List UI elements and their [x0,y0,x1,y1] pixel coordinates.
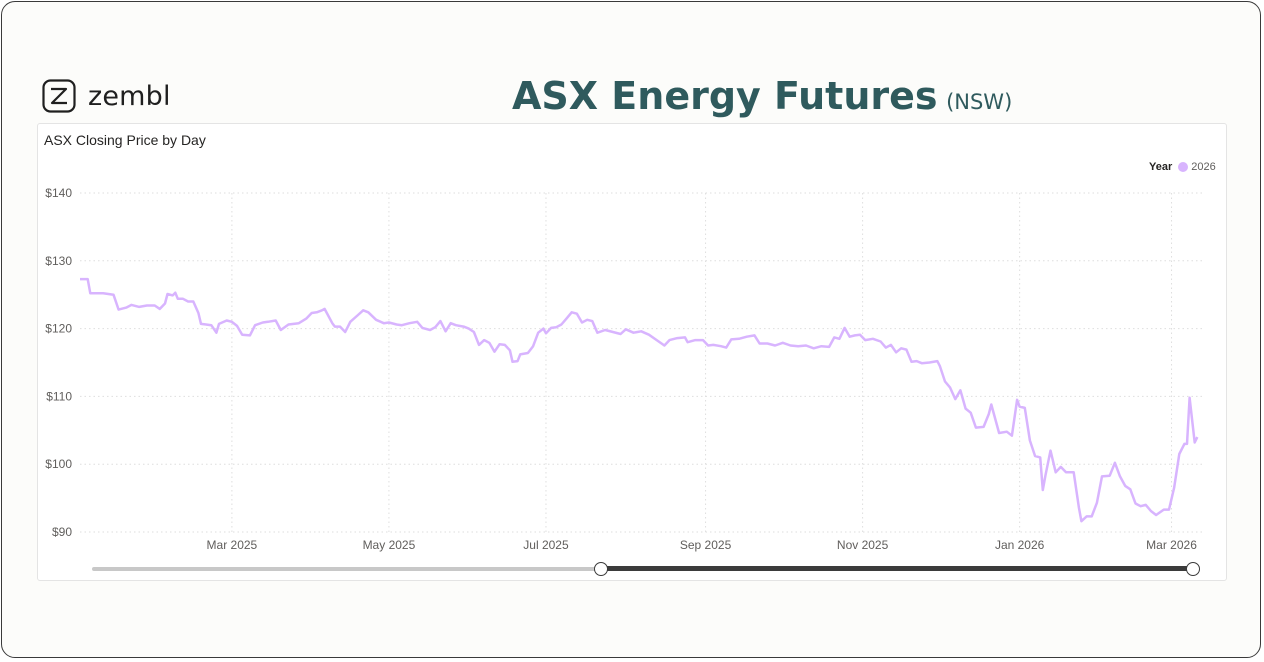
series-line-2026[interactable] [80,277,1199,523]
legend-marker [1178,162,1189,172]
range-slider-track-inactive[interactable] [92,567,601,571]
range-slider-end-handle[interactable] [1186,562,1200,576]
x-tick-label: Sep 2025 [680,538,732,552]
chart-title: ASX Closing Price by Day [44,132,206,148]
x-tick-label: Jul 2025 [523,538,569,552]
page-title: ASX Energy Futures (NSW) [512,74,1012,118]
y-tick-label: $130 [45,254,72,268]
chart-grid [80,192,1205,533]
chart-card[interactable] [37,123,1227,581]
legend-title: Year [1149,161,1173,173]
x-tick-label: Nov 2025 [837,538,889,552]
chart-legend[interactable]: Year 2026 [1149,161,1216,173]
y-tick-label: $120 [45,322,72,336]
chart-series [80,277,1199,523]
zembl-logo: zembl [42,79,171,113]
range-slider-start-handle[interactable] [594,562,608,576]
x-tick-label: Jan 2026 [995,538,1045,552]
legend-label: 2026 [1191,161,1216,173]
x-tick-label: May 2025 [363,538,416,552]
range-slider-track-active[interactable] [601,566,1193,571]
x-axis-ticks: Mar 2025 May 2025 Jul 2025 Sep 2025 Nov 2025… [207,538,1198,552]
y-axis-ticks: $140 $130 $120 $110 $100 $90 [45,186,72,539]
logo-text: zembl [88,80,171,112]
y-tick-label: $110 [46,389,72,403]
zembl-logo-icon [42,79,76,113]
y-tick-label: $90 [52,525,72,539]
x-tick-label: Mar 2026 [1146,538,1197,552]
y-tick-label: $100 [45,457,72,471]
x-tick-label: Mar 2025 [207,538,258,552]
page-title-main: ASX Energy Futures [512,74,938,118]
y-tick-label: $140 [45,186,72,200]
page-title-region: (NSW) [946,90,1013,114]
